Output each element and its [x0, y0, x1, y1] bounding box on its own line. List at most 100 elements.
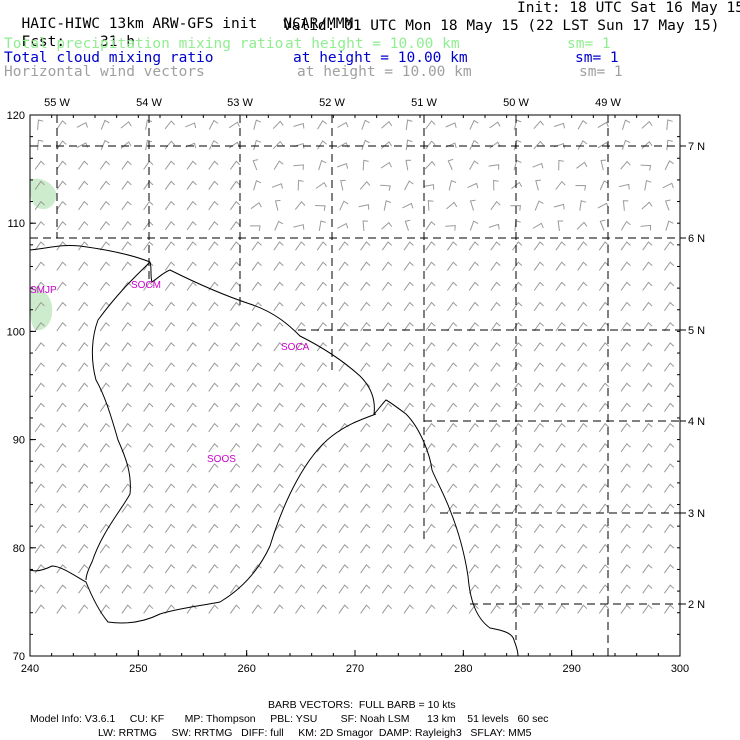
wind-barb: [598, 281, 610, 291]
wind-barb: [273, 584, 284, 594]
wind-barb: [99, 200, 110, 211]
wind-barb: [381, 604, 393, 614]
wind-barb: [56, 503, 67, 513]
latitude-label: 6 N: [688, 233, 705, 245]
wind-barb: [597, 121, 609, 129]
field-cloud-name: Total cloud mixing ratio: [4, 50, 214, 66]
wind-barb: [56, 422, 67, 433]
wind-barb: [663, 402, 675, 412]
wind-barb: [381, 120, 393, 129]
wind-barb: [360, 604, 371, 614]
station-markers: SMJP SOCM SOCA SOOS: [30, 280, 310, 465]
wind-barb: [229, 180, 241, 190]
wind-barb: [295, 382, 306, 392]
wind-barb: [577, 301, 588, 311]
wind-barb: [642, 241, 653, 251]
wind-barb: [316, 422, 327, 433]
wind-barb: [381, 321, 393, 332]
wind-barb: [555, 261, 566, 271]
wind-barb: [620, 321, 631, 332]
wind-barb: [512, 584, 523, 594]
wind-barb: [381, 463, 393, 473]
wind-barb: [121, 422, 132, 433]
coastline-inland: [85, 261, 151, 581]
wind-barb: [425, 463, 436, 473]
wind-barb: [403, 584, 414, 594]
wind-barb: [425, 261, 436, 271]
wind-barb: [663, 241, 675, 251]
wind-barb: [360, 301, 371, 311]
wind-barb: [56, 160, 67, 170]
wind-barb: [78, 443, 89, 453]
wind-barb: [620, 483, 631, 493]
wind-barb: [490, 483, 501, 493]
wind-barb: [618, 183, 630, 190]
wind-barb: [555, 443, 566, 453]
wind-barb: [403, 321, 414, 332]
wind-barb: [164, 443, 176, 453]
wind-barb: [208, 422, 219, 433]
wind-barb: [512, 443, 523, 453]
wind-barb: [229, 463, 241, 473]
wind-barb: [208, 584, 219, 594]
wind-barb: [488, 164, 500, 170]
model-info-line-1: Model Info: V3.6.1 CU: KF MP: Thompson P…: [30, 713, 549, 725]
wind-barb: [575, 185, 587, 191]
station-label: SMJP: [30, 285, 57, 296]
wind-barb: [76, 142, 88, 148]
wind-barb: [533, 503, 544, 513]
wind-barb: [469, 119, 479, 130]
wind-barb: [143, 362, 154, 372]
wind-barb: [338, 543, 349, 554]
wind-barb: [666, 139, 673, 151]
wind-barb: [533, 301, 544, 311]
wind-barb: [642, 301, 653, 311]
wind-barb: [469, 160, 479, 170]
wind-barb: [56, 281, 67, 291]
wind-barb: [56, 120, 67, 130]
wind-barb: [186, 261, 197, 271]
wind-barb: [425, 443, 436, 453]
wind-barb: [576, 161, 588, 169]
wind-barb: [468, 523, 479, 533]
wind-barb: [425, 483, 436, 493]
wind-barb: [229, 281, 241, 291]
wind-barb: [620, 402, 631, 412]
wind-barb: [512, 321, 523, 332]
wind-barb: [446, 503, 458, 513]
wind-barb: [405, 139, 413, 151]
wind-barb: [403, 523, 414, 533]
barb-legend: BARB VECTORS: FULL BARB = 10 kts: [268, 699, 456, 711]
wind-barb: [620, 443, 631, 453]
wind-barb: [641, 120, 653, 129]
wind-barb: [34, 342, 45, 352]
wind-barb: [577, 443, 588, 453]
field-cloud-level: at height = 10.00 km: [293, 50, 468, 66]
wind-barb: [251, 402, 262, 412]
wind-barb: [446, 281, 458, 291]
y-tick-label: 90: [13, 435, 25, 447]
wind-barb: [186, 301, 197, 311]
wind-barb: [99, 382, 110, 392]
wind-barb: [446, 402, 458, 412]
wind-barb: [402, 202, 414, 209]
wind-barb: [253, 139, 262, 151]
wind-barb: [533, 604, 544, 614]
latitude-label: 7 N: [688, 141, 705, 153]
wind-barb: [446, 543, 458, 554]
wind-barb: [555, 523, 566, 533]
wind-barb: [208, 241, 219, 251]
wind-barb: [577, 564, 588, 574]
wind-barb: [620, 584, 631, 594]
wind-barb: [78, 221, 89, 231]
wind-barb: [295, 443, 306, 453]
wind-barb: [663, 503, 675, 513]
wind-barb: [78, 200, 89, 211]
wind-barb: [598, 382, 610, 392]
wind-barb: [186, 543, 197, 554]
wind-barb: [555, 321, 566, 332]
wind-barb: [273, 342, 284, 352]
wind-barb: [446, 523, 458, 533]
wind-barb: [186, 564, 197, 574]
